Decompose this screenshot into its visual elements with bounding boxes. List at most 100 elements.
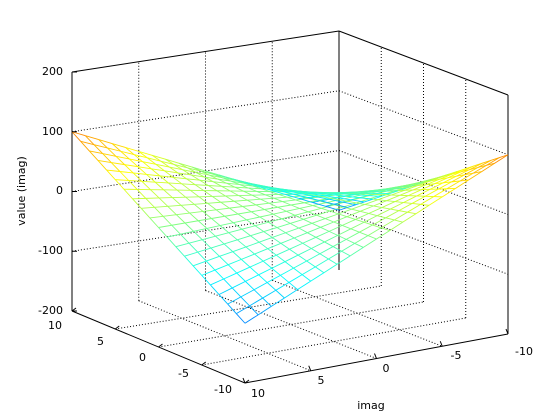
mesh-line: [111, 143, 126, 148]
mesh-line: [293, 232, 308, 239]
mesh-line: [175, 246, 185, 257]
x-tick-10: 10: [251, 387, 265, 400]
mesh-line: [356, 202, 365, 205]
mesh-line: [154, 205, 168, 208]
mesh-line: [346, 195, 360, 199]
mesh-line: [372, 195, 382, 200]
mesh-line: [258, 186, 273, 192]
mesh-line: [158, 224, 172, 228]
mesh-line: [285, 232, 295, 239]
mesh-line: [145, 198, 155, 208]
mesh-line: [223, 272, 237, 280]
x-tick-0: 0: [383, 362, 390, 375]
mesh-line: [162, 215, 173, 226]
mesh-line: [206, 225, 221, 229]
mesh-line: [411, 195, 426, 204]
mesh-line: [460, 179, 469, 182]
mesh-line: [338, 213, 348, 218]
mesh-line: [197, 251, 207, 262]
mesh-line: [289, 223, 299, 229]
mesh-line: [372, 224, 382, 229]
mesh-line: [197, 247, 212, 253]
mesh-line: [193, 228, 207, 232]
mesh-line: [93, 144, 103, 154]
mesh-line: [359, 224, 373, 233]
y-tick-minus10: -10: [214, 383, 232, 396]
mesh-line: [473, 164, 487, 174]
mesh-line: [280, 190, 295, 195]
surface-mesh: [71, 131, 509, 324]
mesh-line: [364, 203, 374, 207]
mesh-line: [211, 215, 225, 219]
mesh-line: [164, 170, 178, 174]
mesh-line: [85, 135, 99, 141]
mesh-line: [268, 202, 278, 208]
mesh-line: [201, 269, 216, 276]
mesh-line: [272, 190, 286, 195]
mesh-line: [356, 198, 370, 204]
mesh-line: [173, 164, 183, 171]
mesh-line: [258, 241, 269, 250]
mesh-line: [198, 196, 208, 204]
mesh-line: [396, 184, 411, 188]
mesh-line: [151, 154, 161, 162]
mesh-line: [132, 172, 143, 182]
mesh-line: [97, 160, 112, 163]
mesh-line: [412, 202, 421, 205]
mesh-line: [265, 194, 275, 199]
mesh-line: [119, 171, 129, 181]
mesh-line: [350, 199, 365, 203]
mesh-line: [215, 235, 225, 245]
mesh-line: [290, 204, 300, 209]
mesh-line: [80, 141, 90, 152]
mesh-line: [97, 160, 107, 171]
mesh-line: [276, 222, 291, 228]
mesh-line: [223, 278, 233, 289]
mesh-line: [184, 251, 198, 257]
z-tick-200: 200: [42, 65, 63, 78]
mesh-line: [207, 202, 217, 211]
mesh-line: [173, 164, 188, 169]
mesh-line: [233, 222, 243, 230]
mesh-line: [442, 175, 457, 184]
mesh-line: [315, 258, 329, 268]
mesh-line: [324, 241, 334, 247]
mesh-line: [341, 243, 356, 252]
mesh-line: [194, 202, 208, 205]
mesh-line: [218, 287, 233, 295]
mesh-line: [334, 203, 348, 208]
mesh-line: [314, 191, 329, 194]
mesh-line: [402, 213, 417, 223]
mesh-line: [255, 202, 270, 206]
mesh-line: [293, 237, 303, 244]
mesh-line: [336, 255, 351, 265]
mesh-line: [399, 189, 414, 196]
mesh-line: [132, 198, 142, 209]
mesh-line: [233, 219, 247, 224]
mesh-line: [325, 218, 334, 223]
mesh-line: [209, 174, 223, 179]
mesh-line: [125, 147, 139, 152]
mesh-line: [204, 176, 214, 183]
mesh-line: [373, 200, 387, 207]
mesh-line: [276, 248, 290, 256]
mesh-line: [191, 174, 205, 178]
mesh-line: [398, 210, 408, 213]
mesh-line: [301, 266, 316, 276]
mesh-line: [312, 201, 326, 207]
mesh-line: [225, 195, 235, 202]
mesh-line: [243, 190, 253, 196]
mesh-line: [160, 160, 175, 165]
mesh-line: [238, 195, 248, 201]
mesh-line: [363, 221, 373, 226]
mesh-line: [418, 179, 433, 184]
mesh-line: [284, 261, 294, 269]
mesh-line: [214, 269, 224, 280]
mesh-line: [337, 228, 352, 236]
mesh-line: [337, 234, 347, 240]
mesh-line: [150, 168, 161, 177]
mesh-line: [146, 173, 160, 177]
mesh-line: [244, 314, 259, 324]
x-tick-mark: [505, 328, 509, 335]
mesh-line: [293, 267, 303, 275]
